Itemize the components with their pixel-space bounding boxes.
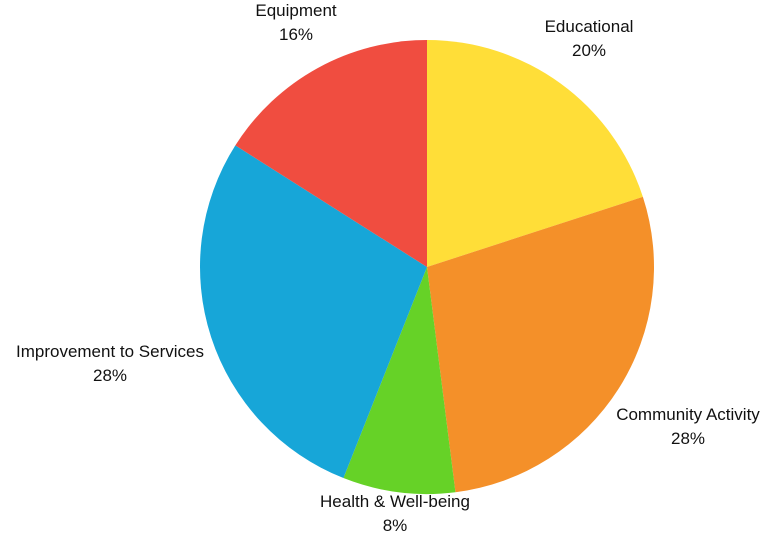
slice-label-equipment: Equipment [255,1,337,20]
pie-slice-educational [427,40,643,267]
slice-value-label-educational: 20% [572,41,606,60]
slice-label-health-and-well-being: Health & Well-being [320,492,470,511]
pie-slice-equipment [235,40,427,267]
pie-slice-health-and-well-being [343,267,456,494]
slice-label-educational: Educational [545,17,634,36]
slice-value-label-health-and-well-being: 8% [383,516,408,535]
pie-slice-improvement-to-services [200,145,427,479]
slice-label-improvement-to-services: Improvement to Services [16,342,204,361]
slice-value-label-improvement-to-services: 28% [93,366,127,385]
pie-slice-community-activity [427,196,655,493]
slice-value-label-community-activity: 28% [671,429,705,448]
slice-label-community-activity: Community Activity [616,405,760,424]
slice-value-label-equipment: 16% [279,25,313,44]
